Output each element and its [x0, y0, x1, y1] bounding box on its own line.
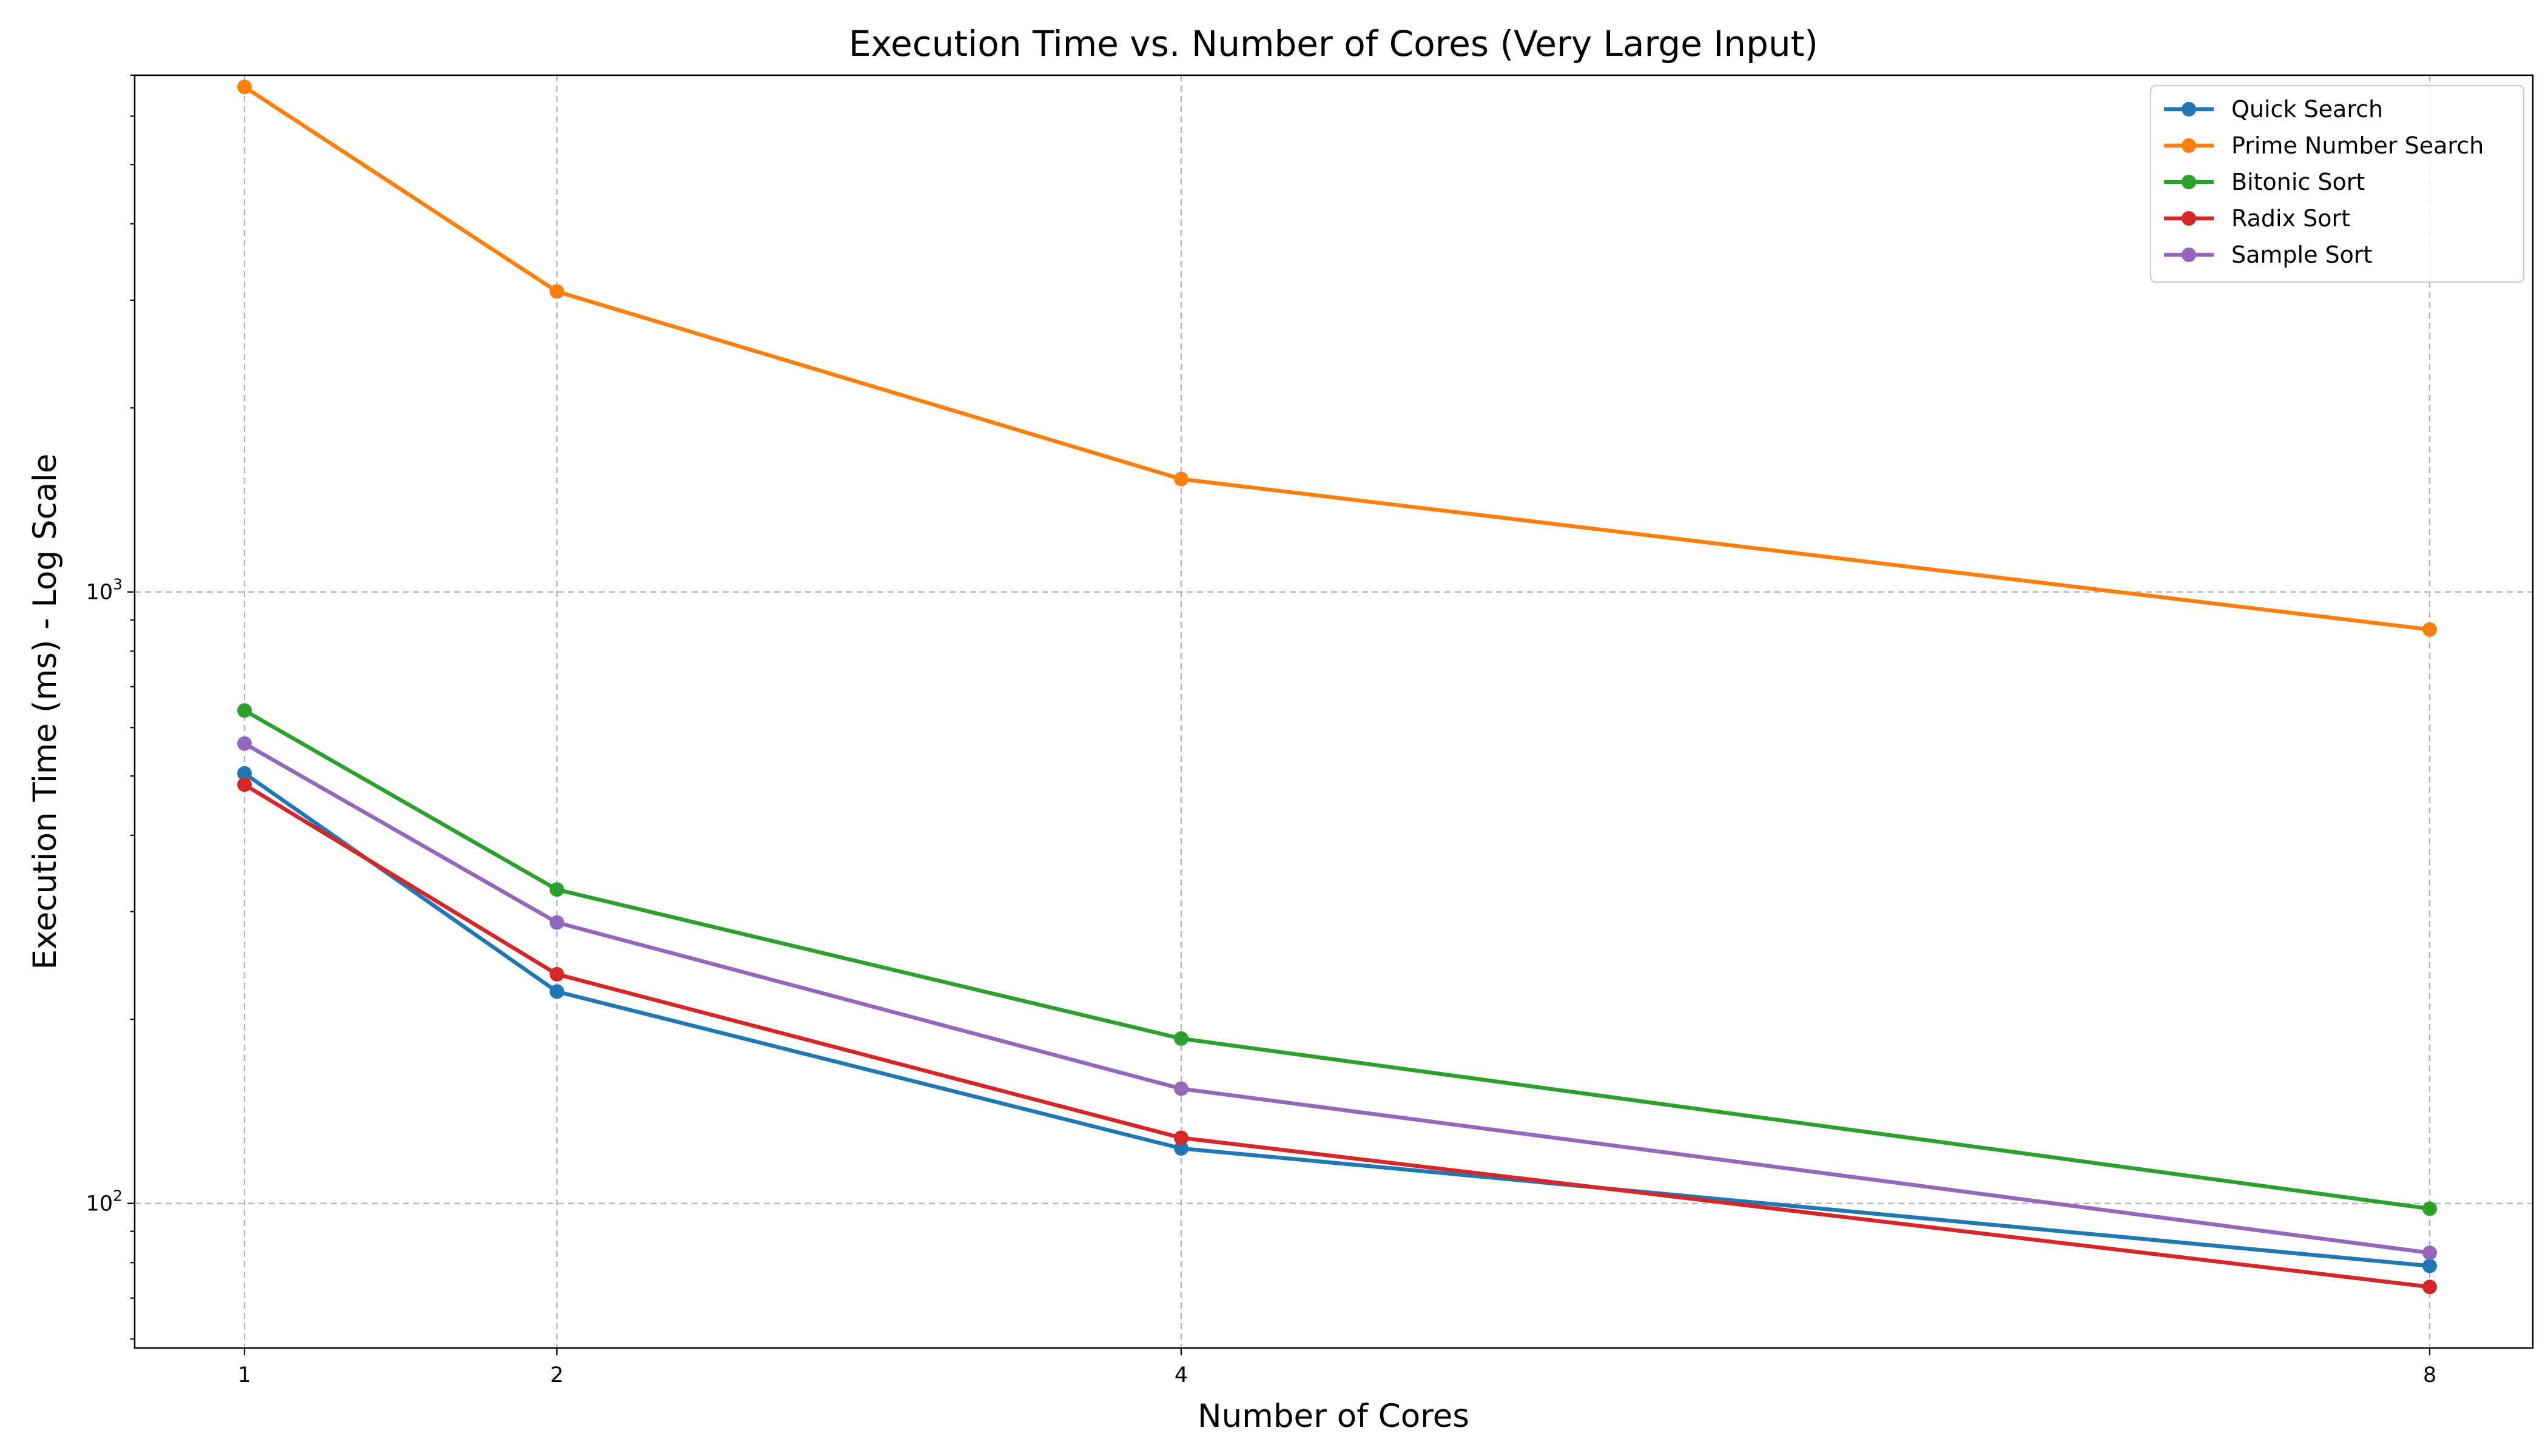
data-point: [2422, 1201, 2437, 1216]
data-point: [550, 284, 564, 299]
legend-frame: [2149, 84, 2525, 283]
plot-area-frame: [133, 74, 2534, 1349]
series-line: [242, 783, 2432, 1289]
data-point: [1174, 1130, 1188, 1145]
data-point: [1174, 1081, 1188, 1096]
data-point: [2422, 622, 2437, 637]
data-point: [550, 915, 564, 930]
series-line: [242, 84, 2432, 632]
x-tick-label: 8: [2423, 1363, 2436, 1387]
legend-item: Sample Sort: [2164, 241, 2372, 268]
chart-title: Execution Time vs. Number of Cores (Very…: [849, 23, 1818, 64]
legend-item: Bitonic Sort: [2164, 169, 2365, 195]
axis-ticks: 1 2 4 8 102 103: [86, 74, 2436, 1387]
data-point: [237, 777, 252, 792]
data-point: [550, 984, 564, 999]
legend-swatch-marker: [2182, 175, 2196, 189]
data-point: [550, 966, 564, 982]
y-axis-title: Execution Time (ms) - Log Scale: [27, 453, 64, 969]
data-point: [2422, 1258, 2437, 1273]
legend-label: Sample Sort: [2231, 241, 2372, 268]
legend-label: Prime Number Search: [2231, 132, 2484, 159]
legend-label: Bitonic Sort: [2231, 169, 2365, 195]
data-point: [2422, 1279, 2437, 1295]
x-tick-label: 1: [238, 1363, 251, 1387]
x-tick-label: 4: [1175, 1363, 1188, 1387]
data-point: [2422, 1245, 2437, 1261]
series-layer: [237, 79, 2437, 1295]
series-line: [242, 741, 2432, 1255]
series-group: [237, 766, 2437, 1273]
series-group: [237, 736, 2437, 1261]
legend: Quick Search Prime Number Search Bitonic S…: [2149, 84, 2525, 283]
data-point: [1174, 1141, 1188, 1156]
legend-swatch-marker: [2182, 138, 2196, 153]
series-group: [237, 79, 2437, 637]
x-axis-title: Number of Cores: [1198, 1398, 1469, 1435]
legend-label: Quick Search: [2231, 96, 2383, 123]
legend-item: Radix Sort: [2164, 205, 2350, 232]
legend-swatch-marker: [2182, 102, 2196, 116]
series-line: [242, 771, 2432, 1268]
data-point: [1174, 1031, 1188, 1046]
legend-swatch-marker: [2182, 248, 2196, 262]
data-point: [237, 703, 252, 718]
series-group: [237, 777, 2437, 1295]
data-point: [237, 79, 252, 95]
y-tick-label: 103: [86, 576, 123, 605]
series-line: [242, 708, 2432, 1211]
data-point: [1174, 471, 1188, 487]
legend-item: Quick Search: [2164, 96, 2383, 123]
data-point: [237, 766, 252, 781]
legend-label: Radix Sort: [2231, 205, 2350, 232]
data-point: [550, 882, 564, 897]
series-group: [237, 703, 2437, 1216]
x-tick-label: 2: [550, 1363, 564, 1387]
legend-item: Prime Number Search: [2164, 132, 2484, 159]
legend-swatch-marker: [2182, 211, 2196, 226]
y-tick-label: 102: [86, 1187, 123, 1216]
data-point: [237, 736, 252, 751]
